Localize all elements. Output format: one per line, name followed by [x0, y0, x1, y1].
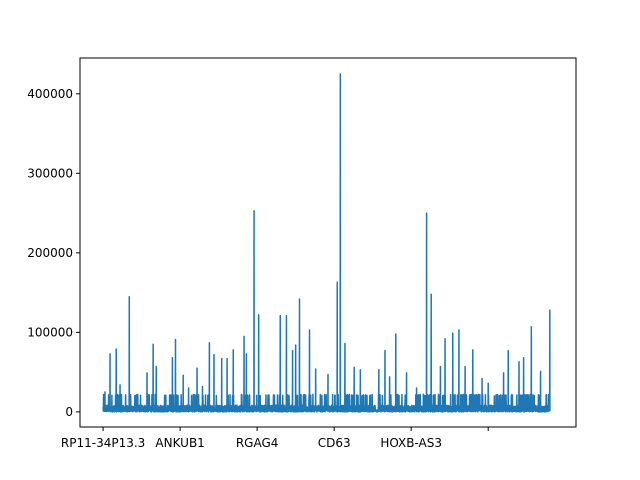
- plot-frame: [79, 57, 577, 428]
- axes-layer: 0 100000 200000 300000 400000 RP11-34P13.3 ANK…: [27, 87, 489, 450]
- x-tick-label: ANKUB1: [155, 436, 204, 450]
- x-tick-label: HOXB-AS3: [380, 436, 442, 450]
- series-line: [102, 73, 551, 413]
- x-tick-label: CD63: [318, 436, 351, 450]
- y-tick-label: 300000: [27, 166, 73, 180]
- series-layer: [102, 73, 551, 413]
- y-tick-label: 400000: [27, 87, 73, 101]
- plot-area: [80, 58, 576, 427]
- y-tick-label: 0: [65, 405, 73, 419]
- x-tick-label: RGAG4: [236, 436, 279, 450]
- y-tick-label: 200000: [27, 246, 73, 260]
- y-tick-label: 100000: [27, 325, 73, 339]
- x-tick-label: RP11-34P13.3: [61, 436, 145, 450]
